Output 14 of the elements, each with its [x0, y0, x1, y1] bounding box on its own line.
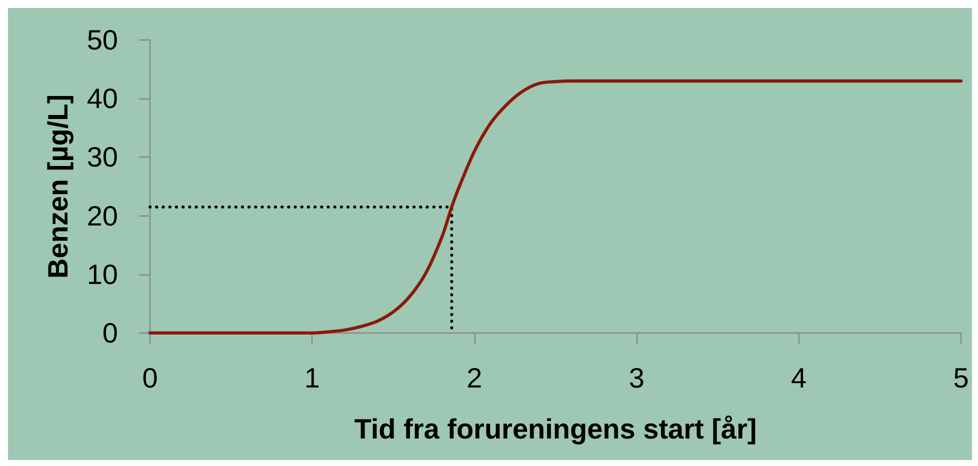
y-tick-label: 10 [86, 258, 118, 290]
x-tick-label: 2 [466, 362, 482, 394]
y-tick-label: 0 [102, 318, 118, 348]
x-axis-title: Tid fra forureningens start [år] [354, 414, 757, 444]
y-tick-label: 30 [86, 142, 118, 173]
y-tick-label: 40 [86, 83, 118, 114]
x-tick-label: 5 [953, 362, 969, 394]
x-tick-label: 4 [791, 362, 807, 394]
x-tick-label: 3 [628, 362, 644, 394]
y-axis-title: Benzen [µg/L] [42, 94, 74, 279]
y-tick-label: 20 [86, 200, 118, 232]
x-tick-label: 1 [304, 362, 320, 394]
y-tick-label: 50 [86, 24, 118, 56]
x-tick-label: 0 [142, 362, 158, 394]
